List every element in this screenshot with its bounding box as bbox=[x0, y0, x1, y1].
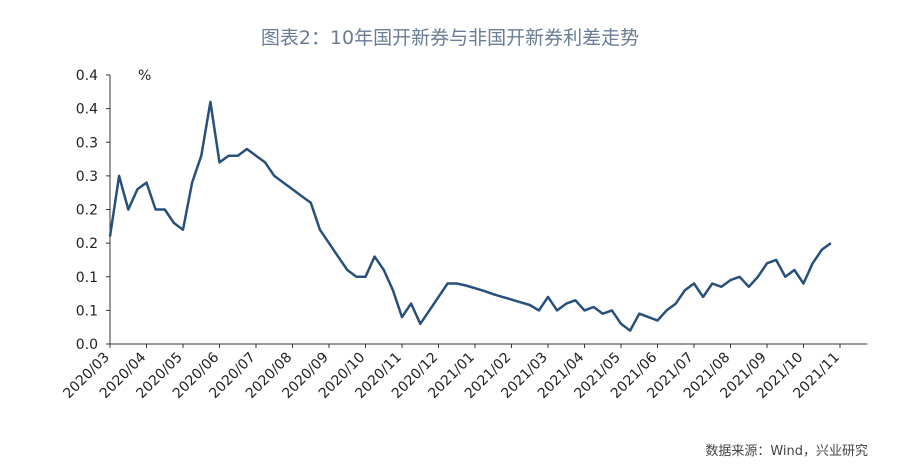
y-unit: % bbox=[138, 68, 151, 84]
y-tick-label: 0.2 bbox=[76, 236, 98, 252]
y-tick-label: 0.4 bbox=[76, 68, 98, 84]
y-tick-label: 0.1 bbox=[76, 303, 98, 319]
chart-title: 图表2：10年国开新券与非国开新券利差走势 bbox=[261, 27, 639, 49]
y-tick-label: 0.2 bbox=[76, 203, 98, 219]
y-tick-label: 0.1 bbox=[76, 270, 98, 286]
y-tick-label: 0.3 bbox=[76, 169, 98, 185]
line-series bbox=[108, 100, 832, 332]
source-note: 数据来源：Wind，兴业研究 bbox=[705, 444, 868, 459]
y-tick-label: 0.0 bbox=[76, 337, 98, 353]
y-tick-label: 0.3 bbox=[76, 135, 98, 151]
y-tick-label: 0.4 bbox=[76, 102, 98, 118]
